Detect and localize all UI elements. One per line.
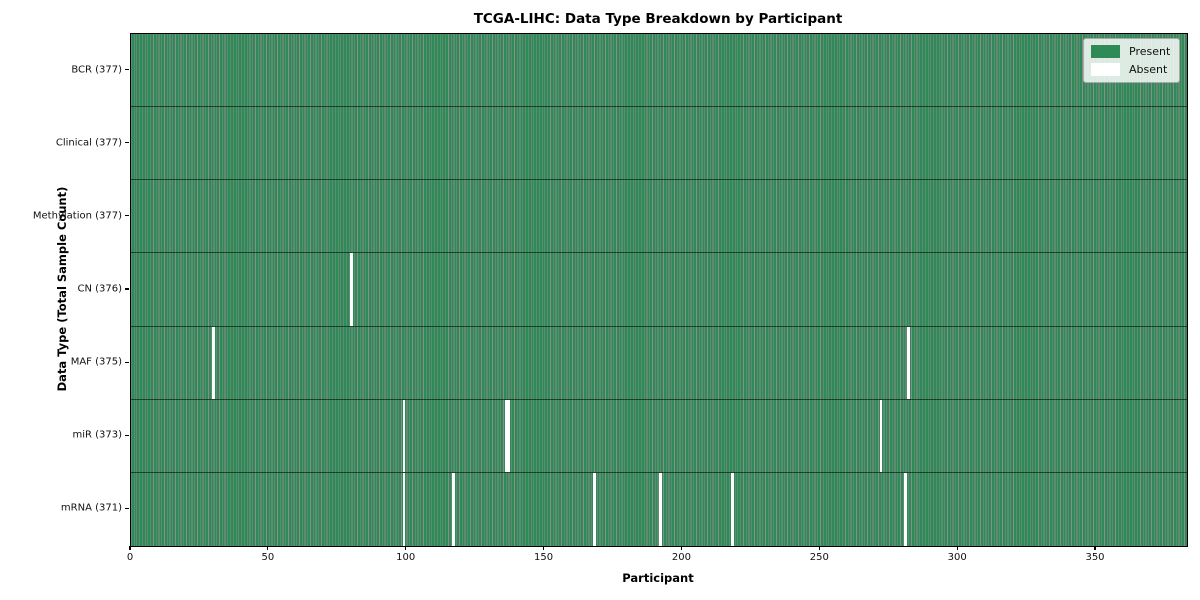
- chart-title: TCGA-LIHC: Data Type Breakdown by Partic…: [473, 11, 843, 27]
- absent-mark-miR-136: [504, 399, 508, 472]
- y-tick-label-miR: miR (373): [72, 429, 122, 441]
- x-tick-mark: [1094, 546, 1096, 550]
- absent-mark-MAF-282: [907, 326, 910, 399]
- y-tick-mark: [125, 361, 129, 363]
- absent-mark-mRNA-281: [904, 472, 908, 546]
- y-tick-mark: [125, 507, 129, 510]
- y-tick-label-BCR: BCR (377): [71, 64, 122, 76]
- absent-mark-mRNA-99: [402, 472, 406, 546]
- y-tick-mark: [125, 288, 129, 290]
- y-tick-mark: [125, 434, 129, 436]
- absent-mark-mRNA-117: [452, 472, 456, 546]
- absent-mark-mRNA-168: [592, 472, 596, 546]
- heatmap-row-Methylation: [131, 180, 1187, 254]
- absent-mark-miR-99: [402, 399, 406, 472]
- heatmap-row-BCR: [131, 34, 1187, 108]
- x-tick-label-350: 350: [1085, 552, 1105, 563]
- x-tick-mark: [956, 546, 958, 550]
- y-tick-label-Methylation: Methylation (377): [32, 210, 122, 222]
- legend-item-present: Present: [1091, 45, 1170, 58]
- heatmap-row-Clinical: [131, 107, 1187, 181]
- x-tick-mark: [680, 546, 683, 550]
- heatmap-row-miR: [131, 399, 1187, 473]
- absent-mark-mRNA-192: [659, 472, 662, 546]
- absent-swatch-icon: [1091, 63, 1120, 76]
- x-tick-label-300: 300: [947, 552, 967, 563]
- x-tick-mark: [267, 546, 269, 550]
- legend-item-absent: Absent: [1091, 63, 1170, 76]
- legend: Present Absent: [1083, 38, 1181, 83]
- absent-mark-mRNA-218: [730, 472, 734, 546]
- x-tick-label-0: 0: [126, 552, 134, 563]
- heatmap-row-mRNA: [131, 472, 1187, 546]
- x-tick-mark: [542, 546, 545, 550]
- y-tick-mark: [125, 215, 129, 217]
- x-axis-title: Participant: [622, 571, 694, 585]
- x-tick-label-100: 100: [396, 552, 416, 563]
- x-tick-label-250: 250: [809, 552, 829, 563]
- x-tick-label-200: 200: [671, 552, 691, 563]
- present-swatch-icon: [1091, 45, 1120, 58]
- absent-mark-CN-80: [350, 253, 354, 326]
- legend-label-present: Present: [1129, 45, 1171, 58]
- absent-mark-miR-272: [879, 399, 883, 472]
- y-tick-mark: [125, 142, 129, 144]
- x-tick-label-50: 50: [261, 552, 275, 563]
- legend-label-absent: Absent: [1129, 63, 1168, 76]
- y-tick-mark: [125, 68, 129, 71]
- y-tick-label-Clinical: Clinical (377): [55, 137, 122, 149]
- plot-area: [130, 33, 1188, 547]
- x-tick-mark: [818, 546, 820, 550]
- x-tick-mark: [129, 546, 131, 550]
- y-tick-label-CN: CN (376): [77, 283, 122, 295]
- absent-mark-miR-137: [507, 399, 511, 472]
- x-tick-mark: [405, 546, 407, 550]
- absent-mark-MAF-30: [212, 326, 216, 399]
- heatmap-row-MAF: [131, 326, 1187, 400]
- y-tick-label-MAF: MAF (375): [70, 356, 122, 368]
- heatmap-row-CN: [131, 253, 1187, 327]
- x-tick-label-150: 150: [534, 552, 554, 563]
- y-tick-label-mRNA: mRNA (371): [60, 502, 122, 514]
